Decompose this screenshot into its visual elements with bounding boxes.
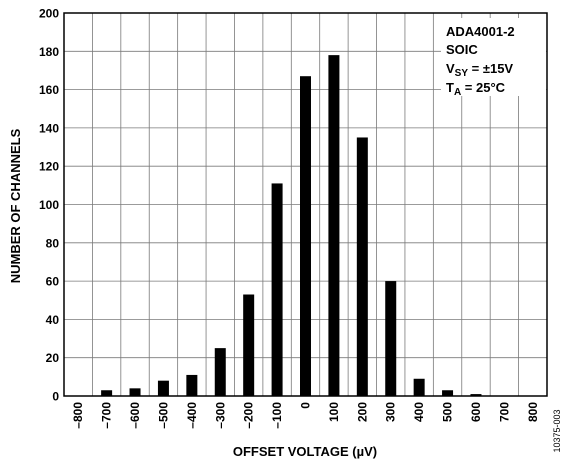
x-tick-label: 600 xyxy=(469,402,483,422)
bar--700 xyxy=(101,390,113,396)
x-tick-label: 200 xyxy=(355,402,369,422)
bar--200 xyxy=(243,294,255,396)
bar-400 xyxy=(413,378,425,396)
bar--600 xyxy=(129,388,141,396)
x-tick-label: 0 xyxy=(299,402,313,409)
x-tick-label: –600 xyxy=(128,402,142,429)
x-tick-label: –400 xyxy=(185,402,199,429)
annotation-supply: VSY = ±15V xyxy=(446,61,513,79)
bar--500 xyxy=(157,380,169,396)
x-axis-title: OFFSET VOLTAGE (µV) xyxy=(233,444,377,459)
annotation-part: ADA4001-2 xyxy=(446,24,515,39)
y-tick-label: 40 xyxy=(46,313,60,327)
bar--300 xyxy=(214,348,226,396)
x-tick-label: –700 xyxy=(100,402,114,429)
y-tick-label: 20 xyxy=(46,351,60,365)
bars xyxy=(101,55,482,396)
x-tick-labels: –800 –700 –600 –500 –400 –300 –200 –100 0 100 200 3… xyxy=(71,402,540,429)
y-tick-label: 120 xyxy=(39,160,59,174)
bar-100 xyxy=(328,55,340,396)
x-tick-label: –200 xyxy=(242,402,256,429)
bar-0 xyxy=(300,76,311,396)
y-tick-label: 140 xyxy=(39,121,59,135)
annotation-temperature: TA = 25°C xyxy=(446,80,506,98)
x-tick-label: 400 xyxy=(412,402,426,422)
x-tick-label: 800 xyxy=(526,402,540,422)
y-tick-label: 100 xyxy=(39,198,59,212)
figure-id: 10375-003 xyxy=(552,409,562,452)
x-tick-label: 500 xyxy=(441,402,455,422)
annotation-box xyxy=(441,18,546,96)
bar-500 xyxy=(442,390,454,396)
y-axis-title: NUMBER OF CHANNELS xyxy=(8,128,23,283)
y-tick-label: 60 xyxy=(46,275,60,289)
bar-600 xyxy=(470,394,482,396)
annotation-package: SOIC xyxy=(446,42,478,57)
y-tick-label: 0 xyxy=(52,390,59,404)
bar-300 xyxy=(385,281,397,396)
y-tick-label: 180 xyxy=(39,45,59,59)
x-tick-label: –100 xyxy=(270,402,284,429)
y-tick-label: 80 xyxy=(46,236,60,250)
y-tick-label: 160 xyxy=(39,83,59,97)
y-tick-label: 200 xyxy=(39,7,59,21)
bar--400 xyxy=(186,374,198,396)
y-tick-labels: 0 20 40 60 80 100 120 140 160 180 200 xyxy=(39,7,59,404)
x-tick-label: –300 xyxy=(213,402,227,429)
plot-frame xyxy=(63,12,548,397)
x-tick-label: 100 xyxy=(327,402,341,422)
bar--100 xyxy=(271,183,283,396)
x-tick-label: 700 xyxy=(497,402,511,422)
x-tick-label: –800 xyxy=(71,402,85,429)
bar-200 xyxy=(356,137,368,396)
x-tick-label: 300 xyxy=(384,402,398,422)
x-tick-label: –500 xyxy=(156,402,170,429)
